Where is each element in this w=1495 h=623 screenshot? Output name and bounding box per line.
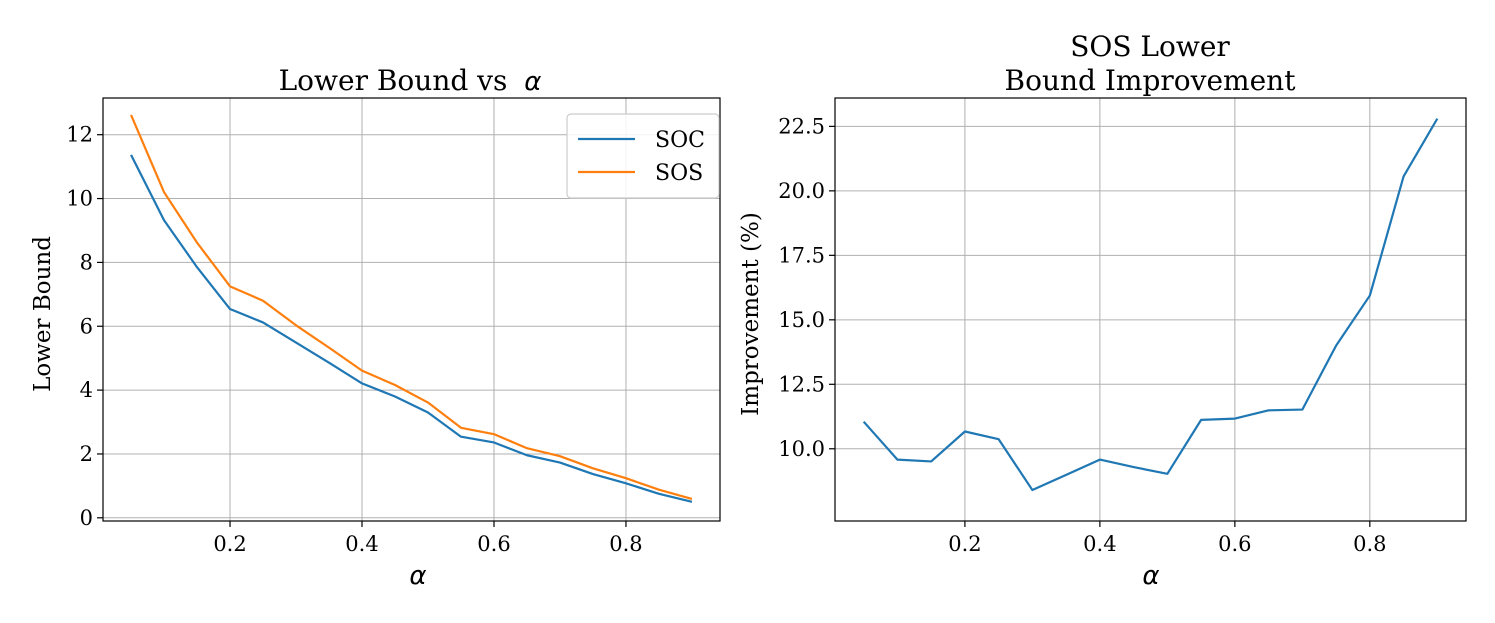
- y-tick-label: 12.5: [778, 372, 825, 396]
- left-x-axis-label: α: [409, 561, 426, 591]
- left-y-ticks: 0 2 4 6 8 10 12: [66, 123, 103, 530]
- improvement-chart: SOS Lower Bound Improvement Improvement …: [738, 30, 1467, 591]
- y-tick-label: 4: [80, 378, 93, 402]
- y-tick-label: 2: [80, 442, 93, 466]
- right-series-lines: [862, 118, 1439, 492]
- left-series-lines: [130, 114, 693, 503]
- right-y-axis-label: Improvement (%): [738, 212, 764, 416]
- left-legend: SOC SOS: [566, 113, 720, 199]
- y-tick-label: 0: [80, 506, 93, 530]
- series-line-sos: [130, 114, 693, 501]
- y-tick-label: 20.0: [778, 179, 825, 203]
- right-y-ticks: 10.0 12.5 15.0 17.5 20.0 22.5: [778, 114, 835, 461]
- left-chart-title-text: Lower Bound vs: [279, 64, 508, 97]
- x-tick-label: 0.8: [1353, 532, 1386, 556]
- legend-label-sos: SOS: [655, 161, 703, 186]
- x-tick-label: 0.8: [609, 532, 642, 556]
- x-tick-label: 0.6: [477, 532, 510, 556]
- series-line-improvement: [862, 118, 1439, 492]
- right-chart-title-line1: SOS Lower: [1070, 30, 1230, 63]
- x-tick-label: 0.2: [213, 532, 246, 556]
- right-x-ticks: 0.2 0.4 0.6 0.8: [948, 521, 1387, 556]
- y-tick-label: 10.0: [778, 437, 825, 461]
- right-plot-frame: [834, 97, 1467, 522]
- right-x-axis-label: α: [1142, 561, 1159, 591]
- y-tick-label: 6: [80, 314, 93, 338]
- lower-bound-chart: Lower Bound vs α Lower Bound α 0.2 0.4 0.6…: [30, 64, 721, 591]
- left-chart-title: Lower Bound vs α: [279, 64, 542, 97]
- legend-label-soc: SOC: [655, 128, 705, 153]
- left-chart-title-symbol: α: [524, 67, 541, 97]
- left-plot-frame: [102, 97, 721, 522]
- left-y-axis-label: Lower Bound: [30, 236, 56, 392]
- y-tick-label: 15.0: [778, 308, 825, 332]
- y-tick-label: 12: [66, 123, 93, 147]
- y-tick-label: 8: [80, 250, 93, 274]
- x-tick-label: 0.4: [345, 532, 378, 556]
- x-tick-label: 0.6: [1218, 532, 1251, 556]
- x-tick-label: 0.2: [948, 532, 981, 556]
- legend-box: [566, 113, 720, 199]
- series-line-soc: [130, 154, 693, 503]
- x-tick-label: 0.4: [1083, 532, 1116, 556]
- y-tick-label: 10: [66, 187, 93, 211]
- right-chart-title-line2: Bound Improvement: [1005, 64, 1297, 97]
- right-grid: [835, 98, 1466, 521]
- y-tick-label: 17.5: [778, 243, 825, 267]
- left-x-ticks: 0.2 0.4 0.6 0.8: [213, 521, 643, 556]
- y-tick-label: 22.5: [778, 114, 825, 138]
